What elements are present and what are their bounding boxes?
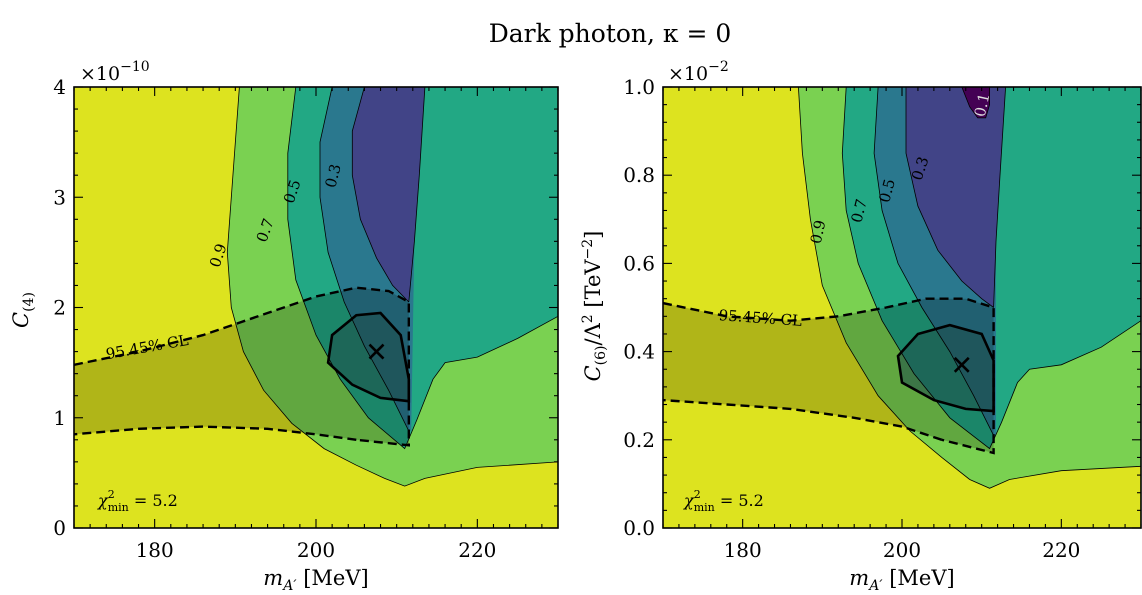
marker-b (368, 343, 385, 360)
y-multiplier: ×10−2 (668, 59, 729, 85)
x-tick-label: 200 (297, 538, 335, 562)
y-axis-label: C(4) (9, 292, 37, 328)
cl-dashed-lower (663, 398, 943, 441)
contour-label-0.1: 0.1 (971, 91, 994, 118)
best-fit-marker (953, 356, 970, 373)
panel-right: 0.9 0.7 0.5 0.3 0.1 95.45% CL χ2 min = 5.… (580, 59, 1142, 594)
cl-label: 95.45% CL (718, 306, 802, 330)
chi2-label: χ2 min = 5.2 (683, 488, 764, 514)
best-fit-region (328, 313, 409, 402)
y-tick-label: 4 (53, 75, 66, 99)
y-tick-label: 1.0 (623, 75, 655, 99)
y-multiplier: ×10−10 (80, 59, 150, 85)
contour-line-0.7 (287, 87, 558, 450)
ellipse-contour (326, 311, 411, 403)
region-blue (352, 87, 425, 302)
region-blue (906, 87, 1006, 308)
y-ticks: 0 1 2 3 4 (53, 75, 558, 540)
figure-title: Dark photon, κ = 0 (489, 19, 732, 48)
cl-band-shade (74, 287, 409, 446)
x-ticks: 180 200 220 (73, 87, 559, 562)
y-tick-label: 2 (53, 296, 66, 320)
contour-line-0.1 (961, 87, 990, 119)
y-tick-label: 0.4 (623, 340, 655, 364)
x-tick-label: 180 (724, 538, 762, 562)
y-tick-label: 0.6 (623, 251, 655, 275)
best-fit-marker (368, 343, 385, 360)
ellipse-contour (896, 323, 995, 413)
contour-line-0.3 (905, 87, 994, 308)
contour-label-0.7: 0.7 (848, 197, 871, 225)
x-tick-label: 220 (458, 538, 496, 562)
contour-line-0.5 (319, 87, 410, 432)
best-fit-region (898, 325, 994, 412)
x-ticks: 180 200 220 (662, 87, 1142, 562)
y-tick-label: 0.0 (623, 516, 655, 540)
chi2-label: χ2 min = 5.2 (97, 488, 178, 514)
contour-line-0.9 (226, 87, 558, 487)
cl-band-shade (663, 298, 994, 453)
x-axis-label: mA′ [MeV] (263, 566, 368, 594)
region-purple (961, 87, 990, 118)
y-tick-label: 1 (53, 406, 66, 430)
y-tick-label: 0.2 (623, 428, 655, 452)
y-tick-label: 0.8 (623, 163, 655, 187)
contour-line-0.3b (993, 87, 1006, 308)
contour-label-0.3: 0.3 (322, 162, 345, 190)
contour-label-0.9: 0.9 (807, 218, 830, 245)
marker-b (953, 356, 970, 373)
y-tick-label: 0 (53, 516, 66, 540)
y-axis-label: C(6)/Λ2 [TeV−2] (580, 231, 609, 382)
contour-line-0.3b (408, 87, 426, 303)
contour-line-0.9 (798, 87, 1141, 489)
x-tick-label: 180 (136, 538, 174, 562)
contour-line-0.3 (351, 87, 410, 303)
panel-left: 0.9 0.7 0.5 0.3 95.45% CL χ2 min = 5.2 18… (9, 59, 559, 594)
y-ticks: 0.0 0.2 0.4 0.6 0.8 1.0 (623, 75, 1141, 540)
cl-dashed-lower (74, 425, 357, 441)
y-tick-label: 3 (53, 185, 66, 209)
x-axis-label: mA′ [MeV] (849, 566, 954, 594)
contour-line-0.5 (873, 87, 994, 436)
x-tick-label: 220 (1042, 538, 1080, 562)
contour-line-0.7 (841, 87, 1141, 450)
contour-label-0.5: 0.5 (875, 177, 899, 205)
x-tick-label: 200 (883, 538, 921, 562)
